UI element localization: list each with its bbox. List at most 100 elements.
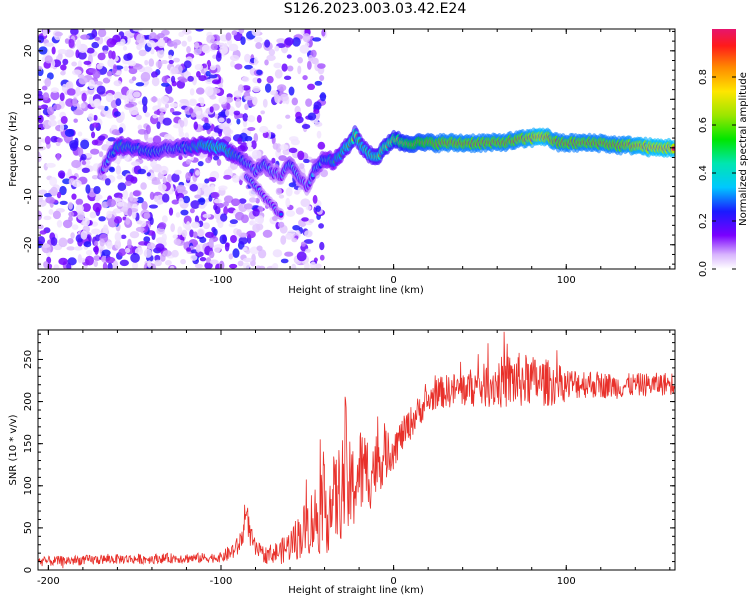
noise-blob xyxy=(106,210,113,219)
noise-blob xyxy=(131,76,137,81)
noise-blob xyxy=(180,209,189,216)
noise-blob xyxy=(262,98,268,108)
noise-blob xyxy=(102,50,108,55)
noise-blob xyxy=(121,94,127,100)
noise-blob xyxy=(218,260,225,269)
noise-blob xyxy=(266,75,274,84)
noise-blob xyxy=(91,228,101,235)
noise-blob xyxy=(189,108,194,114)
noise-blob xyxy=(132,91,141,98)
noise-blob xyxy=(117,201,125,207)
noise-blob xyxy=(113,80,122,87)
noise-blob xyxy=(244,53,251,63)
noise-blob xyxy=(80,230,88,240)
noise-blob xyxy=(162,250,172,257)
noise-blob xyxy=(190,200,200,209)
noise-blob xyxy=(123,65,129,72)
noise-blob xyxy=(195,170,201,176)
noise-blob xyxy=(171,199,180,205)
noise-blob xyxy=(276,124,283,130)
noise-blob xyxy=(48,114,57,121)
noise-blob xyxy=(278,194,285,199)
y-tick-label: 0 xyxy=(23,145,34,151)
noise-blob xyxy=(198,97,204,103)
noise-blob xyxy=(256,245,263,252)
noise-blob xyxy=(312,37,322,42)
noise-blob xyxy=(208,250,215,259)
noise-blob xyxy=(114,239,122,250)
noise-blob xyxy=(73,109,84,116)
noise-blob xyxy=(319,74,325,82)
noise-blob xyxy=(93,255,101,261)
noise-blob xyxy=(94,36,100,41)
noise-blob xyxy=(161,233,167,242)
noise-blob xyxy=(219,234,228,245)
noise-blob xyxy=(229,107,236,117)
noise-blob xyxy=(39,230,47,235)
noise-blob xyxy=(247,115,256,123)
noise-blob xyxy=(61,83,67,93)
noise-blob xyxy=(297,65,302,75)
noise-blob xyxy=(223,195,234,204)
noise-blob xyxy=(284,37,294,46)
noise-blob xyxy=(118,127,124,134)
noise-blob xyxy=(291,263,297,269)
noise-blob xyxy=(136,43,142,51)
noise-blob xyxy=(201,44,211,54)
noise-blob xyxy=(220,213,228,222)
noise-blob xyxy=(122,45,128,51)
noise-blob xyxy=(67,237,74,245)
noise-blob xyxy=(210,191,220,199)
noise-blob xyxy=(66,246,75,251)
noise-blob xyxy=(185,221,191,230)
noise-blob xyxy=(230,234,237,244)
noise-blob xyxy=(209,94,217,100)
noise-blob xyxy=(236,118,241,125)
noise-blob xyxy=(60,70,66,76)
noise-blob xyxy=(232,248,240,259)
noise-blob xyxy=(302,75,308,81)
noise-blob xyxy=(98,151,104,158)
noise-blob xyxy=(300,198,311,207)
x-tick-label: 100 xyxy=(557,576,576,587)
noise-blob xyxy=(251,253,256,263)
noise-blob xyxy=(136,33,145,44)
noise-blob xyxy=(195,29,204,32)
noise-blob xyxy=(193,48,202,56)
snr-y-axis: 0 50 100 150 200 250 xyxy=(23,333,675,573)
noise-blob xyxy=(42,39,49,44)
noise-blob xyxy=(52,210,61,220)
noise-blob xyxy=(169,107,175,113)
spectrogram-noise xyxy=(38,29,329,269)
noise-blob xyxy=(77,210,85,221)
noise-blob xyxy=(208,74,218,79)
y-tick-label: 20 xyxy=(23,44,34,57)
noise-blob xyxy=(304,262,310,269)
noise-blob xyxy=(260,110,266,115)
noise-blob xyxy=(77,254,82,264)
noise-blob xyxy=(197,160,204,167)
noise-blob xyxy=(317,63,326,69)
snr-x-axis: -200 -100 0 100 xyxy=(37,330,671,587)
noise-blob xyxy=(105,140,113,146)
noise-blob xyxy=(204,86,214,96)
noise-blob xyxy=(229,219,238,225)
noise-blob xyxy=(127,60,137,67)
spectrogram-x-axis: -200 -100 0 100 xyxy=(37,29,671,286)
noise-blob xyxy=(133,63,143,70)
noise-blob xyxy=(94,240,99,247)
y-tick-label: 250 xyxy=(23,350,34,369)
noise-blob xyxy=(180,259,187,265)
noise-blob xyxy=(175,212,181,218)
noise-blob xyxy=(101,249,111,257)
noise-blob xyxy=(181,40,187,47)
colorbar-tick-label: 0.2 xyxy=(698,213,709,229)
noise-blob xyxy=(46,106,55,115)
noise-blob xyxy=(125,103,135,108)
noise-blob xyxy=(318,223,324,229)
noise-blob xyxy=(308,218,315,223)
noise-blob xyxy=(93,185,101,195)
x-tick-label: 0 xyxy=(390,275,396,286)
noise-blob xyxy=(72,97,78,107)
noise-blob xyxy=(271,263,279,269)
